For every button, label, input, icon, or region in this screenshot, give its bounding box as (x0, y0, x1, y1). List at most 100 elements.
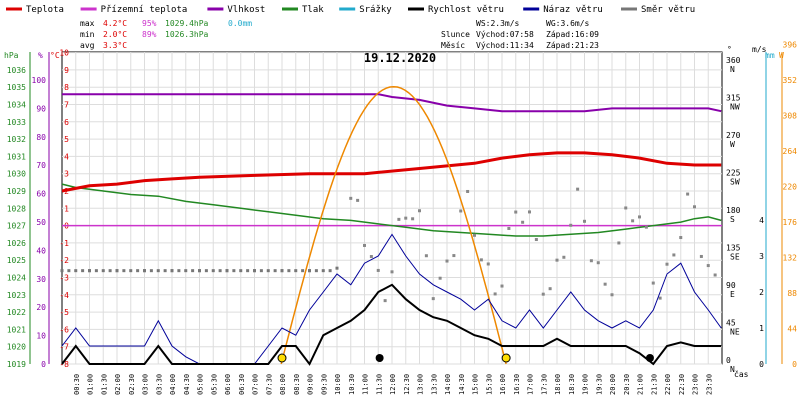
tick-temp: -7 (59, 343, 69, 352)
tick-x: 23:00 (692, 374, 700, 395)
tick-w: 176 (783, 218, 798, 227)
tick-hpa: 1023 (7, 291, 26, 300)
sun-marker (501, 353, 511, 363)
dir-point (473, 233, 476, 237)
dir-point (686, 192, 690, 196)
tick-hpa: 1035 (7, 83, 26, 92)
tick-pct: 0 (41, 360, 46, 369)
tick-dir-name: W (730, 140, 735, 149)
tick-ms: 1 (759, 324, 764, 333)
tick-x: 19:00 (582, 374, 590, 395)
tick-x: 18:30 (568, 374, 576, 395)
tick-x: 21:00 (637, 374, 645, 395)
dir-point (466, 189, 470, 193)
dir-point (356, 198, 360, 202)
dir-point (108, 269, 112, 273)
moon-marker (645, 354, 654, 362)
dir-point (280, 269, 284, 273)
tick-w: 308 (783, 112, 798, 121)
tick-temp: 1 (64, 204, 69, 213)
dir-point (143, 269, 146, 273)
tick-dir: 360 (726, 56, 741, 65)
dir-point (163, 269, 167, 273)
dir-point (665, 262, 669, 266)
dir-point (314, 269, 318, 273)
tick-x: 15:00 (472, 374, 480, 395)
tick-x: 09:30 (320, 374, 328, 395)
dir-point (486, 262, 490, 266)
tick-x: 08:30 (293, 374, 301, 395)
dir-point (301, 269, 305, 273)
tick-dir-name: E (730, 290, 735, 299)
tick-hpa: 1029 (7, 187, 26, 196)
tick-x: 07:00 (252, 374, 260, 395)
stat-press: 1029.4hPa (165, 19, 209, 28)
stat-press: 1026.3hPa (165, 30, 209, 39)
tick-temp: 3 (64, 170, 69, 179)
dir-point (308, 269, 311, 273)
tick-pct: 60 (36, 190, 46, 199)
tick-temp: 10 (59, 49, 69, 58)
dir-point (363, 243, 366, 247)
stat-label: avg (80, 41, 95, 50)
dir-point (177, 269, 181, 273)
tick-w: 44 (787, 325, 797, 334)
tick-dir-name: S (730, 215, 735, 224)
dir-point (88, 269, 91, 273)
tick-pct: 20 (36, 303, 46, 312)
info-sun-set: Západ:16:09 (546, 30, 599, 39)
tick-dir: 315 (726, 94, 741, 103)
tick-x: 19:30 (595, 374, 603, 395)
series-solar (280, 85, 507, 365)
tick-temp: 9 (64, 66, 69, 75)
tick-x: 04:00 (169, 374, 177, 395)
tick-hpa: 1034 (7, 101, 26, 110)
info-ws: WS:2.3m/s (476, 19, 520, 28)
tick-hpa: 1025 (7, 256, 26, 265)
dir-point (101, 269, 105, 273)
stat-label: max (80, 19, 95, 28)
dir-point (479, 258, 483, 262)
tick-w: 264 (783, 147, 798, 156)
info-sun-rise: Východ:07:58 (476, 30, 534, 39)
dir-point (170, 269, 174, 273)
stat-temp: 2.0°C (103, 30, 127, 39)
axis-label-dir: ° (727, 45, 732, 54)
axis-label-temp: °C (50, 51, 60, 60)
dir-point (713, 273, 717, 277)
dir-point (603, 282, 607, 286)
dir-point (534, 238, 538, 242)
chart-title: 19.12.2020 (364, 51, 436, 65)
dir-point (411, 217, 415, 221)
tick-x: 21:30 (650, 374, 658, 395)
dir-point (136, 269, 140, 273)
dir-point (651, 281, 655, 285)
dir-point (266, 269, 270, 273)
dir-point (115, 269, 119, 273)
tick-x: 02:30 (128, 374, 136, 395)
stat-label: min (80, 30, 95, 39)
dir-point (693, 205, 696, 209)
dir-point (431, 297, 435, 301)
stat-temp: 4.2°C (103, 19, 127, 28)
info-sun-label: Slunce (441, 30, 470, 39)
dir-point (452, 254, 456, 258)
tick-w: 0 (792, 360, 797, 369)
dir-point (335, 266, 339, 270)
dir-point (493, 292, 497, 296)
dir-point (211, 269, 215, 273)
tick-temp: -2 (59, 256, 69, 265)
dir-point (679, 236, 683, 240)
tick-pct: 100 (32, 76, 47, 85)
dir-point (225, 269, 229, 273)
tick-x: 10:00 (334, 374, 342, 395)
tick-x: 11:00 (362, 374, 370, 395)
info-wg: WG:3.6m/s (546, 19, 590, 28)
tick-hpa: 1026 (7, 239, 26, 248)
tick-x: 15:30 (485, 374, 493, 395)
tick-x: 07:30 (265, 374, 273, 395)
tick-dir: 180 (726, 206, 741, 215)
dir-point (507, 226, 511, 230)
series-humidity (62, 93, 722, 113)
